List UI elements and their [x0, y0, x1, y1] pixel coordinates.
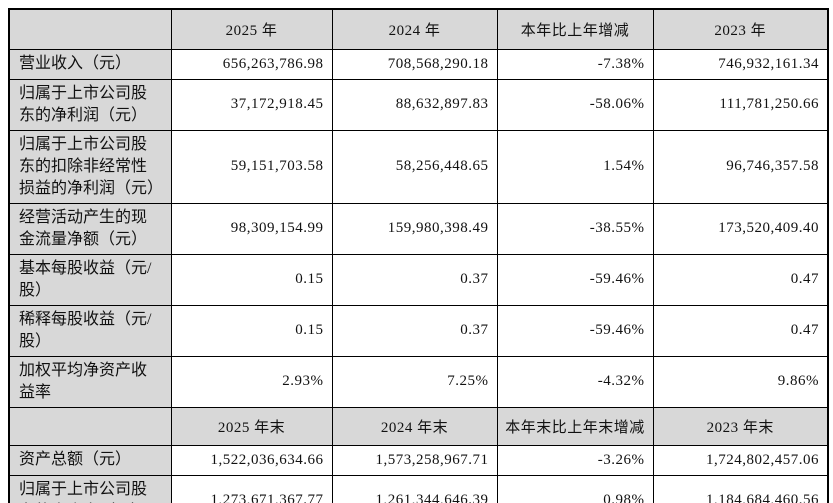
value-cell: -59.46% — [496, 253, 654, 306]
metric-label: 基本每股收益（元/股） — [8, 253, 172, 306]
value-cell: -59.46% — [496, 304, 654, 357]
value-cell: 656,263,786.98 — [170, 48, 333, 80]
value-cell: 0.47 — [652, 253, 829, 306]
value-cell: 708,568,290.18 — [331, 48, 498, 80]
header-cell-change: 本年比上年增减 — [496, 8, 654, 50]
metric-label: 资产总额（元） — [8, 444, 172, 476]
value-cell: -58.06% — [496, 78, 654, 131]
value-cell: 1,724,802,457.06 — [652, 444, 829, 476]
table-row-total-assets: 资产总额（元） 1,522,036,634.66 1,573,258,967.7… — [8, 444, 829, 476]
header-cell-empty — [8, 406, 172, 446]
table-row-weighted-avg-roe: 加权平均净资产收益率 2.93% 7.25% -4.32% 9.86% — [8, 355, 829, 408]
metric-label: 归属于上市公司股东的净利润（元） — [8, 78, 172, 131]
value-cell: 2.93% — [170, 355, 333, 408]
value-cell: 159,980,398.49 — [331, 202, 498, 255]
value-cell: 1.54% — [496, 129, 654, 204]
metric-label: 加权平均净资产收益率 — [8, 355, 172, 408]
value-cell: 0.15 — [170, 253, 333, 306]
value-cell: 0.15 — [170, 304, 333, 357]
value-cell: 98,309,154.99 — [170, 202, 333, 255]
table-row-deducted-net-profit: 归属于上市公司股东的扣除非经常性损益的净利润（元） 59,151,703.58 … — [8, 129, 829, 204]
value-cell: 1,261,344,646.39 — [331, 474, 498, 503]
value-cell: 88,632,897.83 — [331, 78, 498, 131]
value-cell: 746,932,161.34 — [652, 48, 829, 80]
header-cell-2023: 2023 年 — [652, 8, 829, 50]
value-cell: 0.98% — [496, 474, 654, 503]
value-cell: -4.32% — [496, 355, 654, 408]
header-cell-2025-end: 2025 年末 — [170, 406, 333, 446]
metric-label: 经营活动产生的现金流量净额（元） — [8, 202, 172, 255]
value-cell: 1,273,671,367.77 — [170, 474, 333, 503]
table-row-net-profit: 归属于上市公司股东的净利润（元） 37,172,918.45 88,632,89… — [8, 78, 829, 131]
table-row-basic-eps: 基本每股收益（元/股） 0.15 0.37 -59.46% 0.47 — [8, 253, 829, 306]
section1-header-row: 2025 年 2024 年 本年比上年增减 2023 年 — [8, 8, 829, 50]
table-row-revenue: 营业收入（元） 656,263,786.98 708,568,290.18 -7… — [8, 48, 829, 80]
header-cell-2024: 2024 年 — [331, 8, 498, 50]
value-cell: 0.37 — [331, 304, 498, 357]
value-cell: 0.47 — [652, 304, 829, 357]
header-cell-end-change: 本年末比上年末增减 — [496, 406, 654, 446]
header-cell-empty — [8, 8, 172, 50]
value-cell: -3.26% — [496, 444, 654, 476]
value-cell: 173,520,409.40 — [652, 202, 829, 255]
metric-label: 归属于上市公司股东的扣除非经常性损益的净利润（元） — [8, 129, 172, 204]
table-row-net-assets: 归属于上市公司股东的净资产（元） 1,273,671,367.77 1,261,… — [8, 474, 829, 503]
value-cell: 96,746,357.58 — [652, 129, 829, 204]
value-cell: 0.37 — [331, 253, 498, 306]
value-cell: 1,184,684,460.56 — [652, 474, 829, 503]
value-cell: 59,151,703.58 — [170, 129, 333, 204]
value-cell: -7.38% — [496, 48, 654, 80]
table-row-operating-cash-flow: 经营活动产生的现金流量净额（元） 98,309,154.99 159,980,3… — [8, 202, 829, 255]
value-cell: 1,522,036,634.66 — [170, 444, 333, 476]
financial-summary-table: 2025 年 2024 年 本年比上年增减 2023 年 营业收入（元） 656… — [8, 8, 829, 503]
value-cell: -38.55% — [496, 202, 654, 255]
value-cell: 58,256,448.65 — [331, 129, 498, 204]
header-cell-2023-end: 2023 年末 — [652, 406, 829, 446]
header-cell-2024-end: 2024 年末 — [331, 406, 498, 446]
section2-header-row: 2025 年末 2024 年末 本年末比上年末增减 2023 年末 — [8, 406, 829, 446]
metric-label: 营业收入（元） — [8, 48, 172, 80]
header-cell-2025: 2025 年 — [170, 8, 333, 50]
value-cell: 1,573,258,967.71 — [331, 444, 498, 476]
metric-label: 归属于上市公司股东的净资产（元） — [8, 474, 172, 503]
table-row-diluted-eps: 稀释每股收益（元/股） 0.15 0.37 -59.46% 0.47 — [8, 304, 829, 357]
value-cell: 111,781,250.66 — [652, 78, 829, 131]
value-cell: 9.86% — [652, 355, 829, 408]
metric-label: 稀释每股收益（元/股） — [8, 304, 172, 357]
value-cell: 7.25% — [331, 355, 498, 408]
value-cell: 37,172,918.45 — [170, 78, 333, 131]
